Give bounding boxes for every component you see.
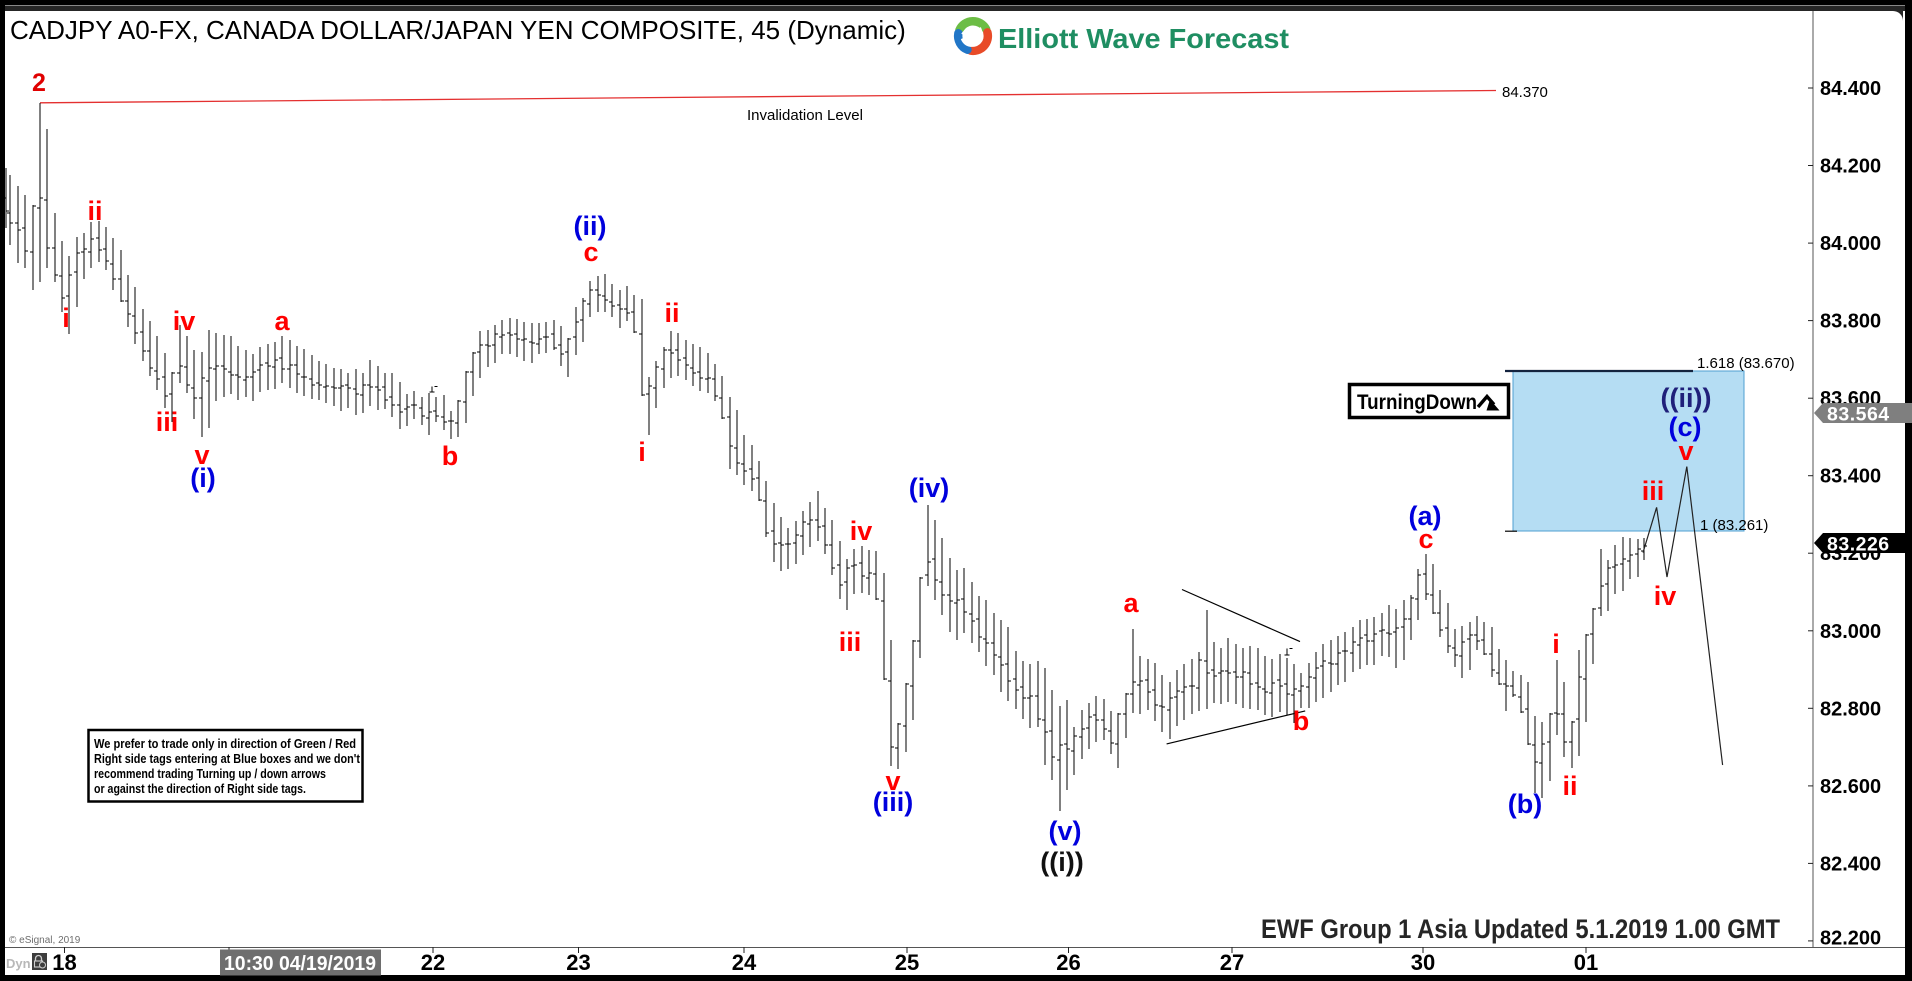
svg-text:(a): (a) [1409,501,1442,531]
svg-text:82.600: 82.600 [1820,776,1881,798]
svg-text:82.200: 82.200 [1820,927,1881,949]
svg-text:(ii): (ii) [574,211,607,241]
svg-text:1 (83.261): 1 (83.261) [1700,517,1768,534]
svg-text:22: 22 [421,950,445,975]
svg-text:(i): (i) [190,463,215,493]
svg-text:b: b [1293,706,1310,736]
svg-text:26: 26 [1056,950,1080,975]
svg-text:(iii): (iii) [873,787,914,817]
svg-text:v: v [1678,436,1693,466]
svg-text:83.226: 83.226 [1827,534,1890,556]
svg-text:a: a [274,306,290,336]
svg-text:1.618 (83.670): 1.618 (83.670) [1697,355,1795,372]
svg-text:Elliott Wave Forecast: Elliott Wave Forecast [998,23,1289,54]
svg-text:84.370: 84.370 [1502,84,1548,101]
svg-text:i: i [62,303,70,333]
svg-text:iii: iii [156,407,179,437]
svg-text:((ii)): ((ii)) [1661,383,1712,413]
svg-text:24: 24 [732,950,757,975]
svg-text:30: 30 [1411,950,1435,975]
svg-text:(b): (b) [1508,789,1542,819]
svg-text:TurningDown: TurningDown [1357,391,1477,414]
svg-text:01: 01 [1574,950,1598,975]
svg-text:recommend trading Turning up /: recommend trading Turning up / down arro… [94,767,326,781]
svg-text:18: 18 [52,950,76,975]
svg-text:82.800: 82.800 [1820,698,1881,720]
svg-text:c: c [583,237,598,267]
svg-text:83.000: 83.000 [1820,621,1881,643]
svg-text:Right side tags entering at Bl: Right side tags entering at Blue boxes a… [94,752,361,766]
svg-text:10:30 04/19/2019: 10:30 04/19/2019 [224,953,376,975]
svg-text:EWF Group 1 Asia Updated 5.1.2: EWF Group 1 Asia Updated 5.1.2019 1.00 G… [1261,914,1780,944]
svg-text:27: 27 [1220,950,1244,975]
svg-text:84.400: 84.400 [1820,78,1881,100]
svg-text:v: v [194,440,209,470]
svg-text:(iv): (iv) [909,473,950,503]
svg-text:ii: ii [87,196,102,226]
svg-text:83.564: 83.564 [1827,404,1890,426]
svg-text:c: c [1418,524,1433,554]
svg-text:(c): (c) [1669,412,1702,442]
svg-text:(v): (v) [1049,816,1082,846]
svg-text:i: i [1552,629,1560,659]
svg-text:a: a [1123,588,1139,618]
svg-text:i: i [638,437,646,467]
svg-text:83.400: 83.400 [1820,466,1881,488]
svg-text:b: b [442,441,459,471]
svg-text:or against the direction of Ri: or against the direction of Right side t… [94,782,306,796]
svg-text:((i)): ((i)) [1040,847,1083,877]
svg-text:We prefer to trade only in dir: We prefer to trade only in direction of … [94,737,356,751]
svg-text:84.000: 84.000 [1820,233,1881,255]
svg-text:EWF Group 1 Asia Updated 5.1.2: EWF Group 1 Asia Updated 5.1.2019 1.00 G… [1261,914,1780,944]
svg-text:82.400: 82.400 [1820,853,1881,875]
svg-text:© eSignal, 2019: © eSignal, 2019 [9,935,81,946]
svg-text:25: 25 [895,950,919,975]
svg-text:iv: iv [1654,581,1677,611]
svg-text:iii: iii [839,627,862,657]
svg-text:84.200: 84.200 [1820,156,1881,178]
svg-text:Dyn: Dyn [6,956,31,971]
svg-text:iii: iii [1642,476,1665,506]
svg-text:83.800: 83.800 [1820,311,1881,333]
svg-text:iv: iv [173,306,196,336]
svg-text:Invalidation Level: Invalidation Level [747,107,863,124]
svg-text:CADJPY A0-FX, CANADA DOLLAR/JA: CADJPY A0-FX, CANADA DOLLAR/JAPAN YEN CO… [10,15,906,45]
svg-text:23: 23 [566,950,590,975]
svg-text:iv: iv [850,516,873,546]
svg-text:2: 2 [32,69,46,97]
svg-text:ii: ii [1562,771,1577,801]
svg-text:v: v [885,766,900,796]
svg-text:ii: ii [664,298,679,328]
